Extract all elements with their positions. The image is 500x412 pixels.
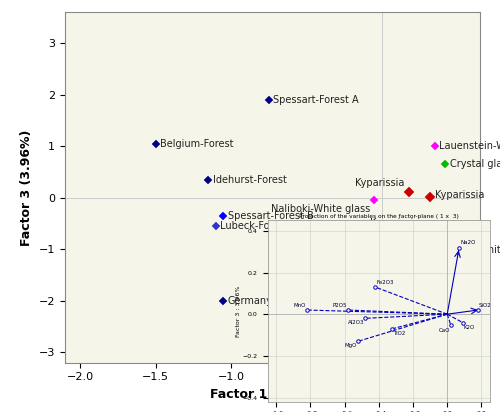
Text: Lubeck-Forest: Lubeck-Forest — [220, 221, 288, 231]
Text: Lauenstein-White glass: Lauenstein-White glass — [440, 141, 500, 151]
Text: Germany-Forest: Germany-Forest — [228, 296, 306, 306]
Text: Beykoz: Beykoz — [420, 268, 454, 278]
Text: Kyparissia: Kyparissia — [434, 190, 484, 200]
Title: Projection of the variables on the factor-plane ( 1 x  3): Projection of the variables on the facto… — [299, 214, 458, 219]
Text: K2O: K2O — [464, 325, 474, 330]
Text: Belgium-Forest: Belgium-Forest — [160, 139, 234, 149]
Text: Fe2O3: Fe2O3 — [376, 280, 394, 285]
Text: CaO: CaO — [438, 328, 450, 333]
Text: Spessart-Forest A: Spessart-Forest A — [274, 95, 359, 105]
Text: MgO: MgO — [345, 343, 358, 349]
Text: Na2O: Na2O — [460, 241, 475, 246]
Text: Crystal glass: Crystal glass — [450, 159, 500, 169]
Text: P2O5: P2O5 — [332, 303, 347, 308]
X-axis label: Factor 1 (81.65%): Factor 1 (81.65%) — [210, 388, 335, 401]
Text: Al2O3: Al2O3 — [348, 321, 364, 325]
Text: MnO: MnO — [294, 303, 306, 308]
Text: Bohemia-White glass: Bohemia-White glass — [432, 245, 500, 255]
Text: Kyparissia: Kyparissia — [370, 218, 420, 228]
Y-axis label: Factor 3 (3.96%): Factor 3 (3.96%) — [20, 129, 33, 246]
Text: Naliboki-White glass: Naliboki-White glass — [270, 204, 370, 215]
Text: Kyparissia: Kyparissia — [355, 178, 405, 188]
Text: Idehurst-Forest: Idehurst-Forest — [213, 175, 287, 185]
Text: SiO2: SiO2 — [479, 303, 492, 308]
Y-axis label: Factor 3 : 3,96%: Factor 3 : 3,96% — [236, 286, 242, 337]
Text: Spessart-Forest B: Spessart-Forest B — [228, 211, 314, 221]
Text: TiO2: TiO2 — [394, 331, 406, 336]
